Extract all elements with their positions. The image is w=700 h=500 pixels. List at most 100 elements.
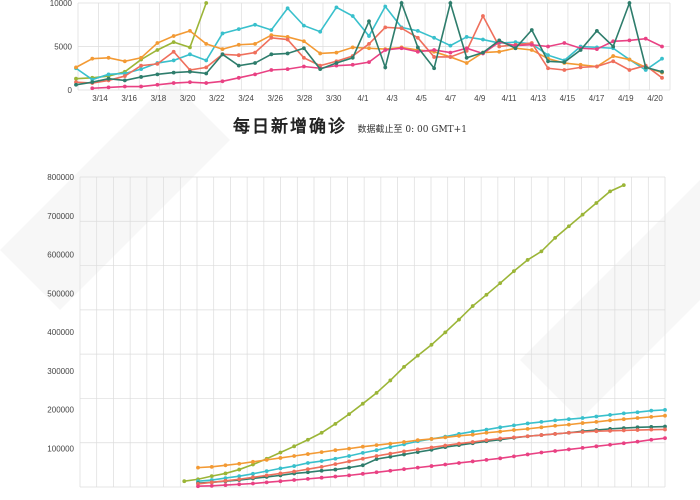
series-point bbox=[608, 428, 612, 433]
x-tick-label: 4/3 bbox=[387, 94, 399, 103]
series-point bbox=[484, 457, 489, 462]
series-line-4 bbox=[92, 37, 663, 90]
series-point bbox=[470, 429, 475, 434]
series-point bbox=[388, 454, 393, 459]
series-point bbox=[383, 48, 388, 52]
series-point bbox=[627, 68, 632, 72]
series-point bbox=[429, 445, 434, 450]
series-point bbox=[611, 59, 616, 64]
series-point bbox=[253, 61, 257, 65]
series-point bbox=[415, 49, 420, 54]
series-point bbox=[350, 45, 355, 50]
series-point bbox=[562, 41, 567, 45]
series-point bbox=[360, 471, 365, 476]
series-point bbox=[464, 55, 469, 60]
series-point bbox=[319, 475, 324, 480]
series-point bbox=[497, 44, 502, 49]
series-point bbox=[305, 476, 310, 481]
series-point bbox=[464, 35, 469, 39]
series-point bbox=[621, 417, 626, 422]
series-point bbox=[512, 428, 516, 432]
series-point bbox=[333, 462, 338, 467]
series-point bbox=[402, 440, 406, 444]
y-tick-label: 100000 bbox=[47, 444, 74, 453]
x-tick-label: 3/20 bbox=[180, 94, 196, 103]
y-tick-label: 500000 bbox=[47, 289, 74, 298]
series-point bbox=[305, 467, 310, 472]
series-point bbox=[415, 353, 420, 358]
series-point bbox=[484, 292, 489, 297]
series-point bbox=[204, 65, 209, 70]
series-point bbox=[663, 413, 667, 418]
series-point bbox=[204, 81, 209, 85]
series-point bbox=[539, 249, 544, 254]
series-point bbox=[566, 430, 571, 435]
series-point bbox=[305, 437, 310, 442]
series-point bbox=[594, 429, 599, 434]
series-point bbox=[285, 67, 290, 72]
series-point bbox=[253, 22, 257, 27]
series-point bbox=[220, 31, 225, 36]
series-point bbox=[285, 6, 290, 11]
series-point bbox=[457, 441, 461, 446]
series-point bbox=[251, 459, 255, 464]
series-point bbox=[553, 432, 558, 436]
series-point bbox=[253, 41, 257, 46]
series-point bbox=[155, 48, 160, 52]
series-point bbox=[546, 44, 550, 49]
series-point bbox=[621, 183, 626, 188]
series-point bbox=[621, 411, 626, 416]
series-point bbox=[415, 28, 420, 33]
series-point bbox=[457, 461, 461, 465]
series-point bbox=[292, 469, 297, 474]
series-point bbox=[196, 484, 200, 489]
x-tick-label: 3/30 bbox=[326, 94, 342, 103]
series-point bbox=[663, 436, 667, 441]
series-point bbox=[580, 416, 585, 420]
series-point bbox=[122, 59, 127, 64]
series-point bbox=[539, 433, 544, 437]
series-point bbox=[236, 27, 241, 31]
series-point bbox=[90, 86, 95, 91]
series-point bbox=[525, 452, 530, 457]
series-point bbox=[251, 471, 255, 476]
series-point bbox=[663, 407, 667, 412]
series-point bbox=[318, 29, 323, 34]
series-point bbox=[594, 414, 599, 419]
series-point bbox=[399, 1, 404, 5]
series-point bbox=[448, 1, 453, 5]
series-point bbox=[374, 390, 379, 395]
series-point bbox=[580, 430, 585, 434]
x-tick-label: 3/22 bbox=[209, 94, 225, 103]
series-point bbox=[415, 465, 420, 470]
series-point bbox=[139, 55, 144, 60]
series-point bbox=[318, 63, 323, 68]
series-point bbox=[611, 44, 616, 49]
series-point bbox=[512, 423, 516, 428]
series-point bbox=[253, 72, 257, 77]
series-point bbox=[464, 48, 469, 53]
series-point bbox=[566, 422, 571, 427]
x-tick-label: 3/18 bbox=[151, 94, 167, 103]
series-point bbox=[580, 445, 585, 450]
series-point bbox=[90, 77, 95, 82]
series-point bbox=[643, 68, 648, 72]
x-tick-label: 4/11 bbox=[501, 94, 517, 103]
series-point bbox=[432, 66, 437, 71]
series-point bbox=[155, 72, 160, 77]
series-point bbox=[188, 69, 192, 74]
series-point bbox=[539, 450, 544, 455]
series-point bbox=[347, 473, 351, 478]
series-point bbox=[383, 25, 388, 30]
series-point bbox=[333, 421, 338, 426]
series-point bbox=[278, 479, 283, 484]
series-point bbox=[319, 430, 324, 435]
series-point bbox=[649, 414, 654, 419]
series-point bbox=[188, 28, 192, 33]
series-point bbox=[402, 452, 406, 457]
series-point bbox=[498, 281, 503, 286]
y-tick-label: 10000 bbox=[50, 0, 73, 8]
series-point bbox=[594, 444, 599, 449]
series-point bbox=[578, 65, 583, 70]
series-point bbox=[223, 471, 228, 476]
